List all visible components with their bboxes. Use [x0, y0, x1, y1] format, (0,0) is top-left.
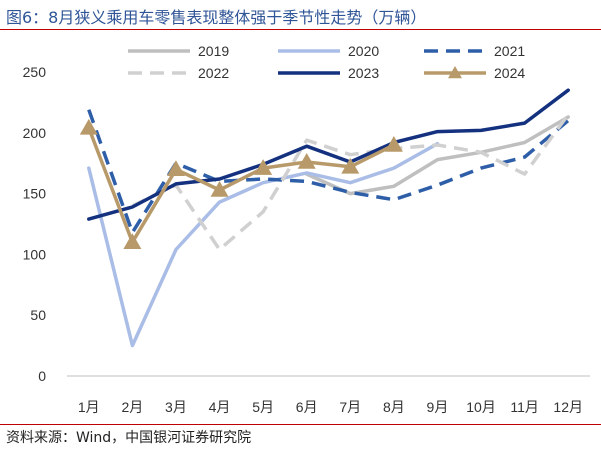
chart-title: 图6：8月狭义乘用车零售表现整体强于季节性走势（万辆）: [6, 8, 427, 27]
axes: 0 50 100 150 200 250 1月 2月 3月 4月 5月 6月 7月 8月 9月 10月 11月 1…: [23, 64, 590, 415]
x-tick-label: 10月: [466, 399, 496, 415]
y-tick-label: 100: [23, 246, 47, 262]
series-marker-2024: [384, 135, 403, 152]
x-tick-label: 2月: [121, 399, 143, 415]
source-note: 资料来源：Wind，中国银河证券研究院: [6, 430, 252, 446]
x-tick-label: 12月: [553, 399, 583, 415]
series-marker-2024: [79, 118, 98, 135]
x-tick-label: 5月: [252, 399, 274, 415]
series-marker-2024: [297, 152, 316, 169]
y-tick-label: 200: [23, 125, 47, 141]
y-tick-label: 250: [23, 64, 47, 80]
legend-marker-2024: [448, 66, 462, 79]
y-tick-label: 0: [38, 368, 46, 384]
legend-label-2021: 2021: [494, 43, 525, 59]
x-tick-label: 8月: [383, 399, 405, 415]
legend-label-2023: 2023: [348, 65, 379, 81]
series-line-2022: [131, 113, 570, 252]
source-divider: [0, 424, 601, 425]
series-line-2020: [87, 141, 440, 348]
x-tick-label: 7月: [339, 399, 361, 415]
x-tick-label: 6月: [296, 399, 318, 415]
series-marker-2024: [166, 160, 185, 177]
title-divider: [0, 29, 601, 30]
series-line-2019: [304, 115, 570, 196]
series-marker-2024: [210, 180, 229, 197]
y-tick-label: 150: [23, 186, 47, 202]
x-tick-label: 9月: [427, 399, 449, 415]
series-marker-2024: [123, 233, 142, 249]
series-marker-2024: [254, 159, 273, 175]
legend-label-2019: 2019: [198, 43, 229, 59]
legend-label-2020: 2020: [348, 43, 379, 59]
legend-label-2022: 2022: [198, 65, 229, 81]
x-tick-label: 3月: [165, 399, 187, 415]
legend-label-2024: 2024: [494, 65, 525, 81]
series-line-2023: [87, 88, 570, 221]
x-tick-label: 4月: [209, 399, 231, 415]
series-lines: [79, 88, 570, 348]
series-line-2024: [87, 126, 396, 244]
x-tick-label: 11月: [510, 399, 539, 415]
legend: 2019 2020 2021 2022 2023 2024: [128, 43, 525, 81]
x-tick-label: 1月: [78, 399, 100, 415]
y-tick-label: 50: [30, 307, 46, 323]
series-marker-2024: [341, 157, 360, 174]
